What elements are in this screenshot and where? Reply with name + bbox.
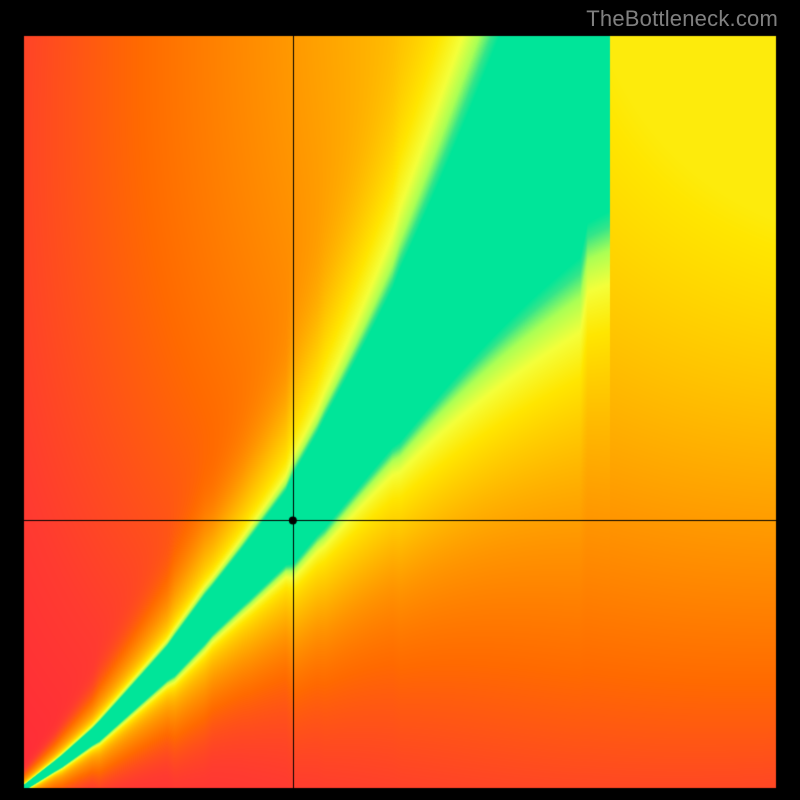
watermark-text: TheBottleneck.com <box>586 6 778 32</box>
chart-container: TheBottleneck.com <box>0 0 800 800</box>
heatmap-chart <box>0 0 800 800</box>
